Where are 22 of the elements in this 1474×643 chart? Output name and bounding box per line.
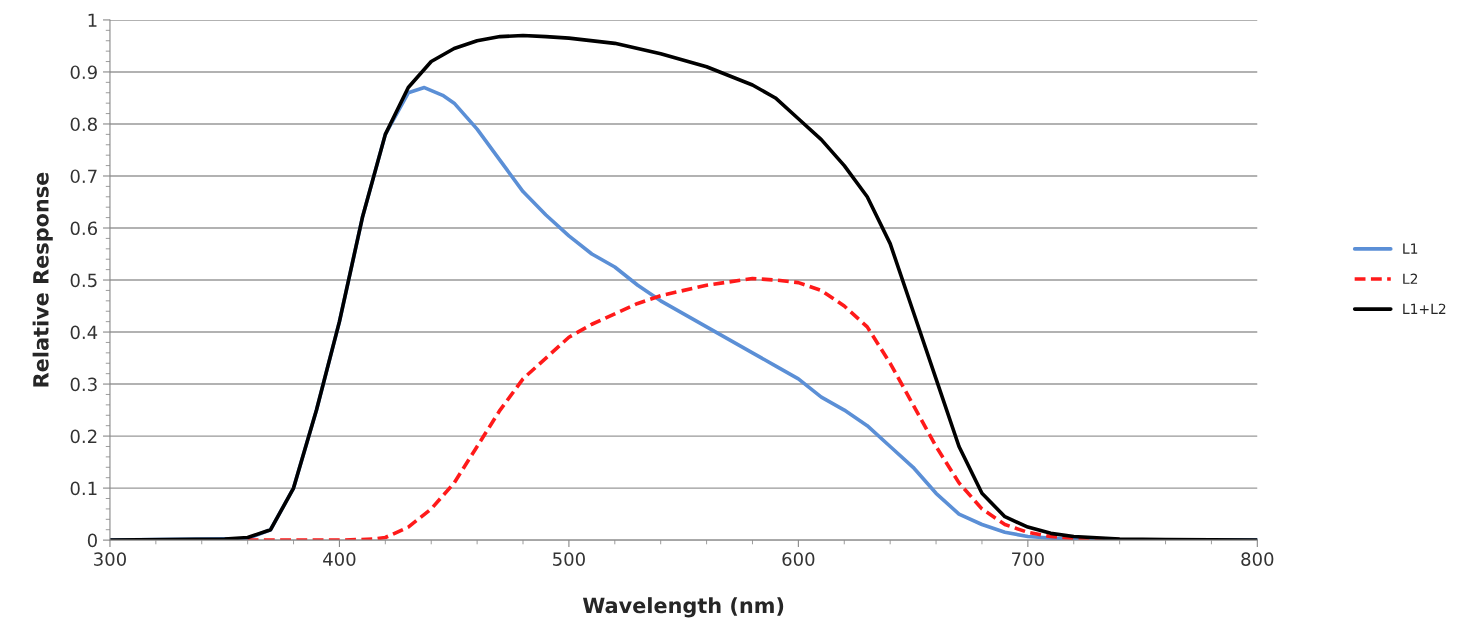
x-tick-label: 500 bbox=[553, 552, 585, 566]
x-tick-label: 300 bbox=[94, 552, 126, 566]
y-tick-label: 0.5 bbox=[70, 273, 97, 288]
x-axis-title: Wavelength (nm) bbox=[582, 597, 784, 618]
y-tick-label: 0.4 bbox=[70, 325, 98, 340]
y-tick-label: 0.7 bbox=[70, 169, 97, 184]
x-tick-label: 800 bbox=[1241, 552, 1274, 566]
x-tick-label: 600 bbox=[782, 552, 815, 566]
x-tick-label: 400 bbox=[323, 552, 356, 566]
y-tick-label: 0 bbox=[87, 533, 97, 548]
y-tick-label: 0.8 bbox=[70, 117, 97, 132]
legend-label: L1 bbox=[1403, 243, 1418, 254]
legend-label: L2 bbox=[1403, 273, 1418, 284]
y-tick-label: 0.1 bbox=[70, 481, 97, 496]
y-tick-label: 1 bbox=[88, 13, 97, 27]
legend-label: L1+L2 bbox=[1403, 303, 1446, 314]
y-tick-label: 0.9 bbox=[70, 65, 97, 80]
y-tick-label: 0.2 bbox=[70, 429, 97, 444]
y-tick-label: 0.3 bbox=[70, 377, 97, 392]
y-tick-label: 0.6 bbox=[70, 221, 98, 236]
y-axis-title: Relative Response bbox=[32, 172, 53, 387]
x-tick-label: 700 bbox=[1012, 552, 1044, 566]
